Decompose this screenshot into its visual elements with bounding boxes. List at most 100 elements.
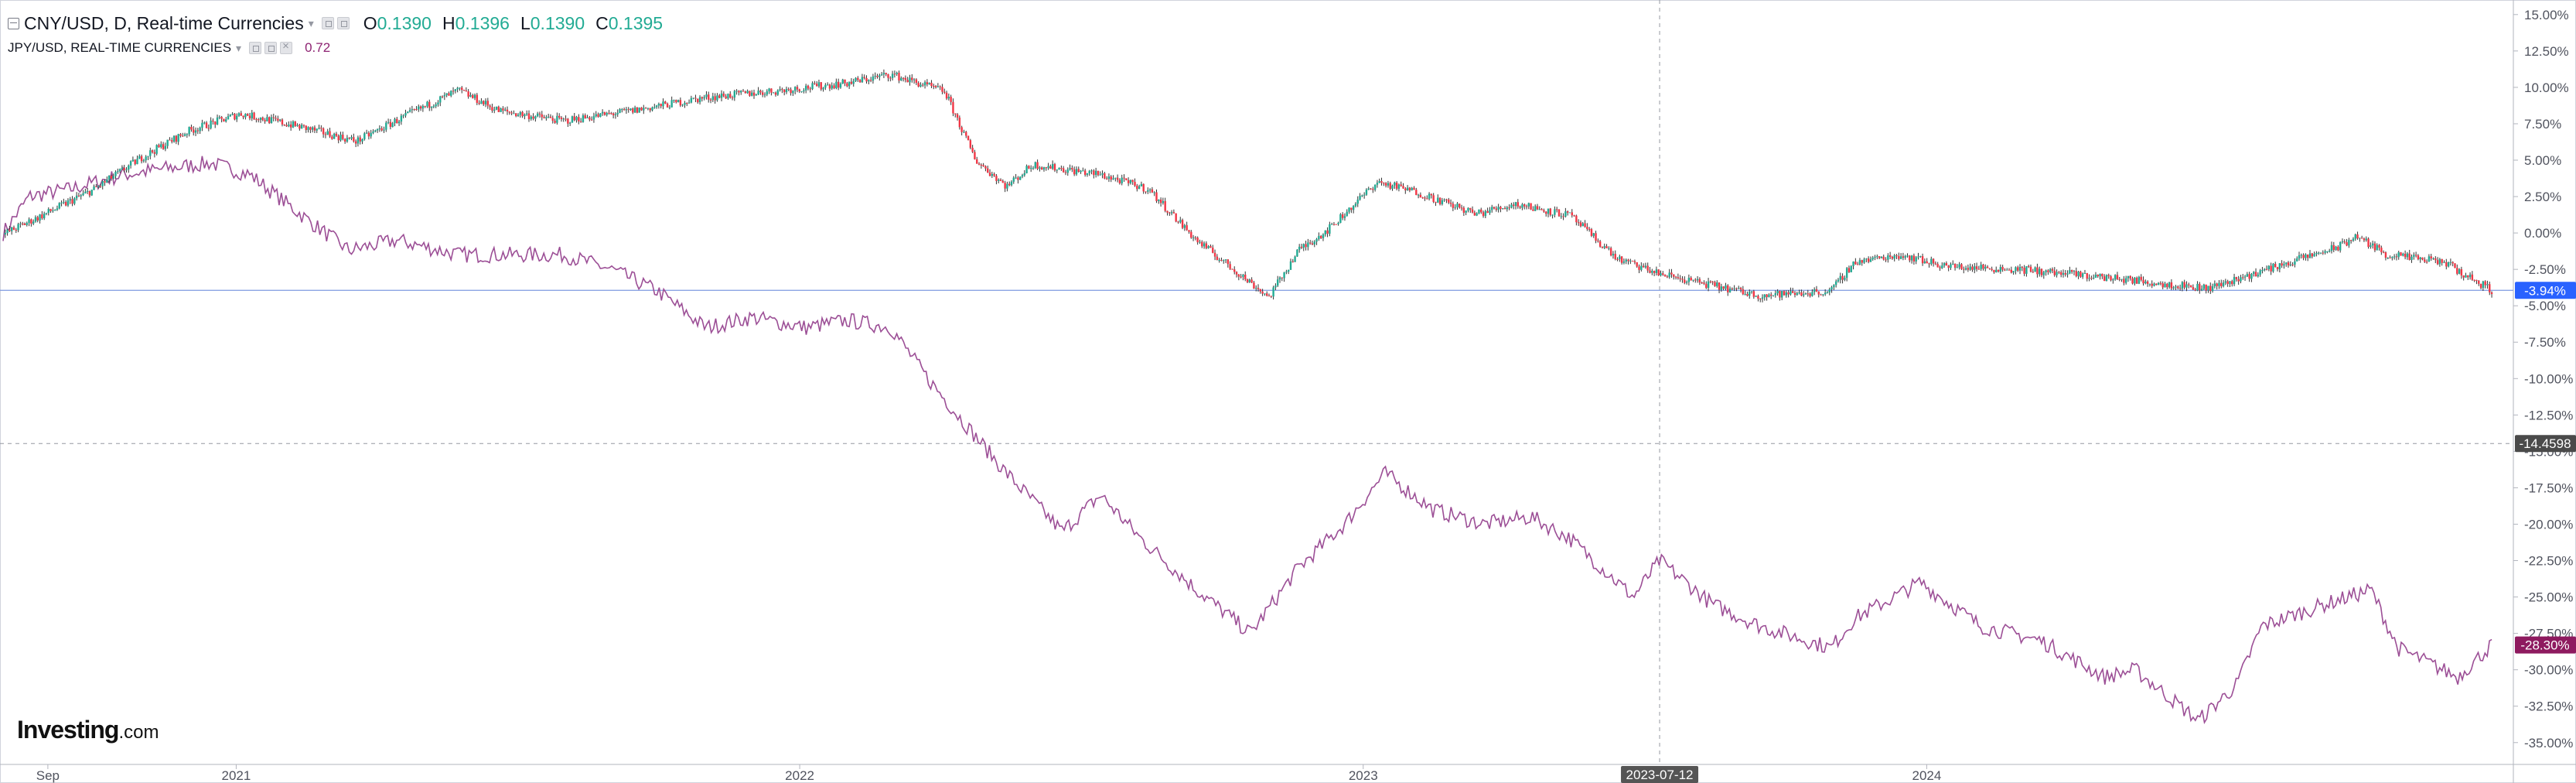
candle-body <box>738 91 740 93</box>
candle-body <box>1993 269 1995 272</box>
candle-body <box>1586 227 1588 230</box>
candle-body <box>486 101 490 106</box>
candle-body <box>2456 268 2458 274</box>
candle-body <box>2421 257 2424 260</box>
candle-body <box>292 121 295 128</box>
candle-body <box>172 135 176 142</box>
candle-body <box>2045 270 2047 272</box>
candle-body <box>987 168 989 173</box>
candle-body <box>400 115 403 122</box>
candle-body <box>300 125 303 129</box>
candle-body <box>203 122 206 124</box>
candle-body <box>272 117 275 118</box>
candle-body <box>472 94 474 98</box>
candle-body <box>2216 283 2218 286</box>
candle-body <box>2039 268 2041 275</box>
settings-icon[interactable] <box>321 17 334 29</box>
candle-body <box>887 74 889 78</box>
chevron-down-icon[interactable]: ▾ <box>236 41 242 54</box>
candle-body <box>2352 238 2355 241</box>
x-tick-label: 2024 <box>1912 768 1941 783</box>
candle-body <box>898 72 900 81</box>
candle-body <box>36 217 39 221</box>
candle-body <box>1356 199 1359 204</box>
candle-body <box>1575 215 1578 223</box>
main-series-legend[interactable]: CNY/USD, D, Real-time Currencies ▾ O 0.13… <box>8 11 663 36</box>
candle-body <box>2432 258 2434 259</box>
candle-body <box>595 114 597 117</box>
candle-body <box>2083 272 2086 274</box>
candle-body <box>725 96 727 99</box>
compare-series-title[interactable]: JPY/USD, REAL-TIME CURRENCIES <box>8 40 232 55</box>
candle-body <box>396 118 398 124</box>
candle-body <box>1817 291 1820 295</box>
candle-body <box>2015 267 2017 272</box>
crosshair-date-badge-bg <box>1621 766 1699 783</box>
candle-body <box>1318 235 1320 239</box>
candle-body <box>473 94 476 98</box>
candle-body <box>1289 261 1292 270</box>
candle-body <box>9 229 11 231</box>
candle-body <box>1181 220 1184 228</box>
candle-body <box>1432 195 1435 202</box>
candle-body <box>220 117 223 119</box>
candle-body <box>432 106 435 108</box>
candle-body <box>106 180 108 183</box>
candle-body <box>1603 246 1605 248</box>
candle-body <box>974 152 976 159</box>
candle-body <box>1210 246 1212 248</box>
candle-body <box>718 95 721 98</box>
settings-icon[interactable] <box>249 42 262 54</box>
candle-body <box>2200 289 2203 291</box>
candle-body <box>923 82 926 86</box>
chevron-down-icon[interactable]: ▾ <box>308 16 314 29</box>
candle-body <box>543 117 545 118</box>
candle-body <box>1564 211 1567 217</box>
candle-body <box>1804 293 1807 295</box>
candle-body <box>112 176 114 180</box>
candle-body <box>1500 207 1502 209</box>
candle-body <box>1397 184 1401 189</box>
candle-body <box>1459 203 1461 208</box>
candle-body <box>1779 291 1781 298</box>
candle-body <box>2047 270 2049 272</box>
candle-body <box>1614 254 1616 259</box>
candle-body <box>411 109 414 111</box>
candle-body <box>1346 211 1348 217</box>
close-icon[interactable] <box>280 39 293 54</box>
candle-body <box>2460 268 2463 275</box>
visibility-icon[interactable] <box>336 17 350 29</box>
candle-body <box>2090 278 2093 279</box>
candle-body <box>1536 206 1539 210</box>
candle-body <box>1438 197 1442 204</box>
candle-body <box>2413 255 2415 257</box>
crosshair-price-badge: -14.4598 <box>2519 436 2571 451</box>
candle-body <box>885 73 887 74</box>
candle-body <box>2144 281 2147 284</box>
candle-body <box>917 83 920 87</box>
candle-body <box>1776 291 1779 294</box>
candle-body <box>2140 276 2142 280</box>
main-series-title[interactable]: CNY/USD, D, Real-time Currencies <box>24 12 304 33</box>
visibility-icon[interactable] <box>264 42 278 54</box>
candle-body <box>1001 180 1005 183</box>
candle-body <box>196 130 200 132</box>
compare-series-legend[interactable]: JPY/USD, REAL-TIME CURRENCIES ▾ 0.72 <box>8 37 663 59</box>
candle-body <box>2183 282 2185 288</box>
candle-body <box>75 195 78 199</box>
candle-body <box>1224 259 1227 261</box>
candle-body <box>1424 197 1426 199</box>
candle-body <box>744 91 747 94</box>
candle-body <box>1394 183 1396 186</box>
candle-body <box>1874 256 1876 258</box>
candle-body <box>2419 257 2421 260</box>
candle-body <box>1739 288 1742 289</box>
candle-body <box>1462 207 1465 213</box>
candle-body <box>1032 168 1035 169</box>
candle-body <box>755 94 758 96</box>
candle-body <box>861 77 864 83</box>
candle-body <box>1791 291 1794 293</box>
collapse-icon[interactable] <box>8 17 19 29</box>
candle-body <box>506 109 509 112</box>
